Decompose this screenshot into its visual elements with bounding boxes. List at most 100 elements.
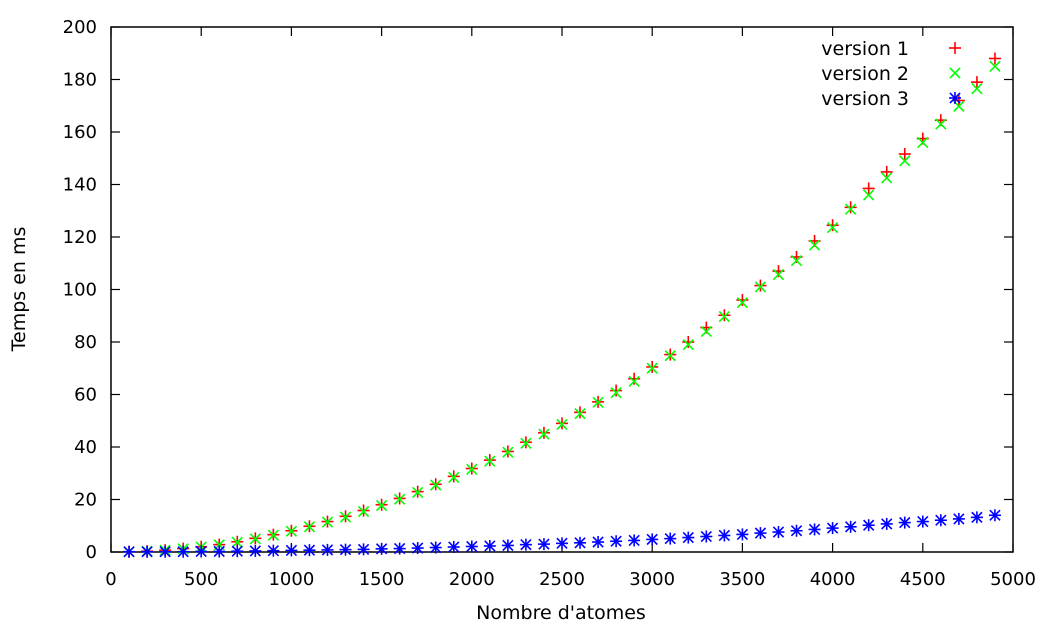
data-point	[628, 372, 641, 385]
data-point	[502, 446, 514, 458]
data-point	[952, 512, 965, 525]
x-tick-label: 2500	[539, 569, 585, 590]
data-point	[682, 531, 695, 544]
x-tick-label: 4500	[900, 569, 946, 590]
legend-label: version 3	[821, 88, 909, 110]
y-tick-label: 0	[86, 542, 97, 563]
x-tick-label: 1000	[268, 569, 314, 590]
data-point	[411, 542, 424, 555]
data-point	[826, 522, 839, 535]
y-tick-label: 80	[74, 332, 97, 353]
data-point	[844, 520, 857, 533]
data-point	[267, 544, 280, 557]
data-point	[682, 336, 695, 348]
data-point	[971, 83, 983, 95]
data-point	[772, 268, 785, 281]
data-point	[628, 534, 641, 547]
x-tick-label: 2000	[449, 569, 495, 590]
data-point	[159, 545, 172, 558]
data-point	[357, 543, 370, 556]
data-point	[790, 524, 803, 537]
data-point	[772, 526, 785, 539]
y-tick-label: 60	[74, 385, 97, 406]
data-point	[501, 539, 514, 552]
x-tick-label: 3000	[629, 569, 675, 590]
data-point	[519, 538, 532, 551]
data-point	[285, 544, 298, 557]
x-tick-label: 4000	[810, 569, 856, 590]
data-point	[863, 189, 875, 201]
data-point	[682, 338, 694, 351]
legend: version 1 version 2 version 3	[821, 38, 961, 110]
data-point	[448, 471, 460, 484]
data-point	[736, 528, 749, 541]
x-tick-label: 3500	[719, 569, 765, 590]
data-point	[790, 254, 803, 267]
data-point	[808, 239, 821, 251]
data-point	[393, 493, 406, 505]
data-point	[231, 536, 243, 548]
data-point	[646, 360, 659, 373]
data-point	[610, 384, 623, 397]
data-point	[592, 536, 605, 549]
data-point	[556, 537, 568, 550]
x-tick-label: 500	[184, 569, 218, 590]
data-point	[177, 545, 190, 558]
x-axis: 0 500 1000 1500 2000 2500 3000 3500 4000 4500 5000	[105, 27, 1036, 590]
data-point	[357, 505, 370, 518]
x-tick-label: 0	[105, 569, 116, 590]
data-point	[916, 515, 929, 528]
x-tick-label: 1500	[359, 569, 405, 590]
data-point	[917, 136, 929, 149]
data-point	[303, 521, 316, 533]
x-axis-label: Nombre d'atomes	[476, 602, 646, 624]
data-point	[285, 525, 298, 537]
data-point	[267, 529, 280, 541]
data-point	[321, 543, 334, 556]
data-point	[646, 533, 659, 546]
data-point	[880, 517, 893, 530]
data-point	[700, 530, 713, 543]
data-point	[610, 535, 623, 548]
data-point	[429, 541, 442, 554]
data-point	[988, 509, 1001, 522]
data-point	[826, 221, 839, 234]
y-tick-label: 40	[74, 437, 97, 458]
data-point	[375, 542, 388, 555]
x-tick-label: 5000	[990, 569, 1036, 590]
data-point	[899, 155, 911, 167]
data-point	[610, 386, 622, 399]
data-point	[574, 536, 587, 549]
data-point	[231, 545, 244, 558]
data-point	[862, 519, 875, 532]
data-point	[970, 511, 983, 524]
data-point	[826, 219, 839, 232]
data-point	[844, 201, 857, 214]
data-point	[303, 544, 316, 557]
legend-marker	[949, 42, 961, 54]
data-point	[430, 479, 442, 491]
data-point	[466, 463, 478, 475]
data-point	[195, 545, 208, 558]
data-point	[646, 362, 658, 374]
data-point	[628, 375, 640, 388]
legend-label: version 1	[821, 38, 909, 60]
data-point	[537, 426, 550, 439]
data-point	[754, 281, 767, 293]
data-point	[664, 532, 677, 545]
y-tick-label: 160	[63, 122, 97, 143]
data-point	[898, 148, 911, 161]
data-point	[483, 539, 496, 552]
data-point	[574, 406, 587, 419]
series-3	[123, 509, 1001, 558]
data-point	[537, 538, 550, 551]
data-point	[484, 455, 496, 467]
data-point	[988, 52, 1001, 65]
y-tick-label: 180	[63, 70, 97, 91]
data-point	[844, 203, 857, 215]
data-point	[754, 279, 767, 292]
y-tick-label: 100	[63, 280, 97, 301]
data-point	[447, 541, 460, 554]
data-point	[574, 407, 586, 420]
data-point	[664, 349, 676, 362]
